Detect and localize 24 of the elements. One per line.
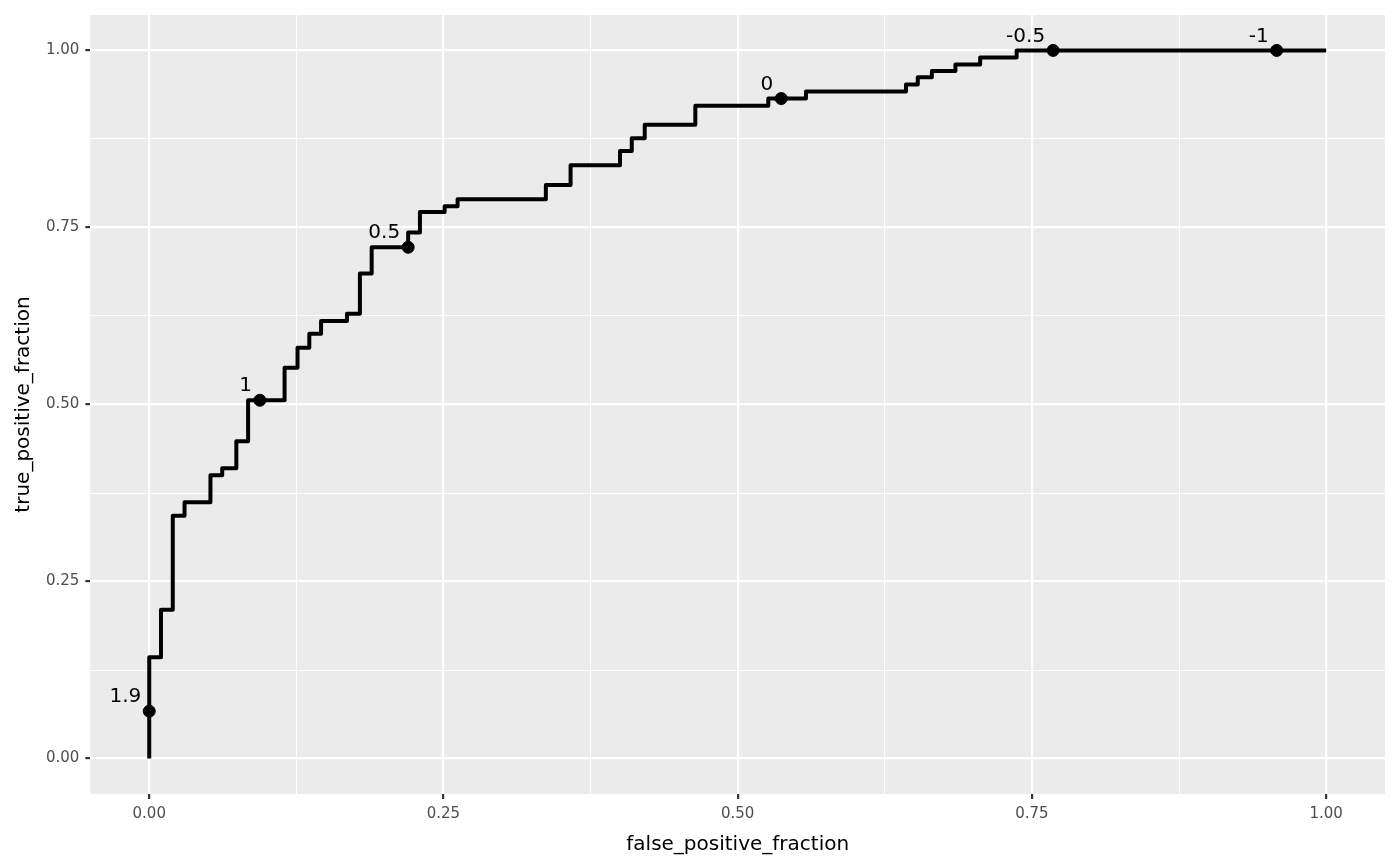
point [253, 393, 267, 407]
point [1270, 43, 1284, 57]
point [1046, 43, 1060, 57]
annotation: 0.5 [368, 219, 401, 244]
y-tick-label: 0.25 [45, 571, 80, 590]
point [774, 92, 788, 106]
x-tick-label: 1.00 [1309, 803, 1343, 822]
y-tick-label: 0.50 [45, 394, 80, 413]
y-tick-label: 0.00 [45, 748, 80, 767]
x-tick-label: 0.75 [1015, 803, 1049, 822]
point [142, 704, 156, 718]
x-tick-label: 0.50 [721, 803, 755, 822]
annotation: -0.5 [1006, 22, 1046, 47]
annotation: 1 [239, 372, 252, 397]
point [401, 240, 415, 254]
y-tick-label: 1.00 [45, 40, 80, 59]
y-tick-label: 0.75 [45, 217, 80, 236]
x-tick-label: 0.00 [132, 803, 166, 822]
x-tick-label: 0.25 [426, 803, 461, 822]
annotation: -1 [1248, 22, 1269, 47]
x-axis-title: false_positive_fraction [626, 831, 850, 856]
y-axis-title: true_positive_fraction [10, 296, 35, 513]
annotation: 1.9 [109, 683, 142, 708]
annotation: 0 [760, 70, 774, 95]
